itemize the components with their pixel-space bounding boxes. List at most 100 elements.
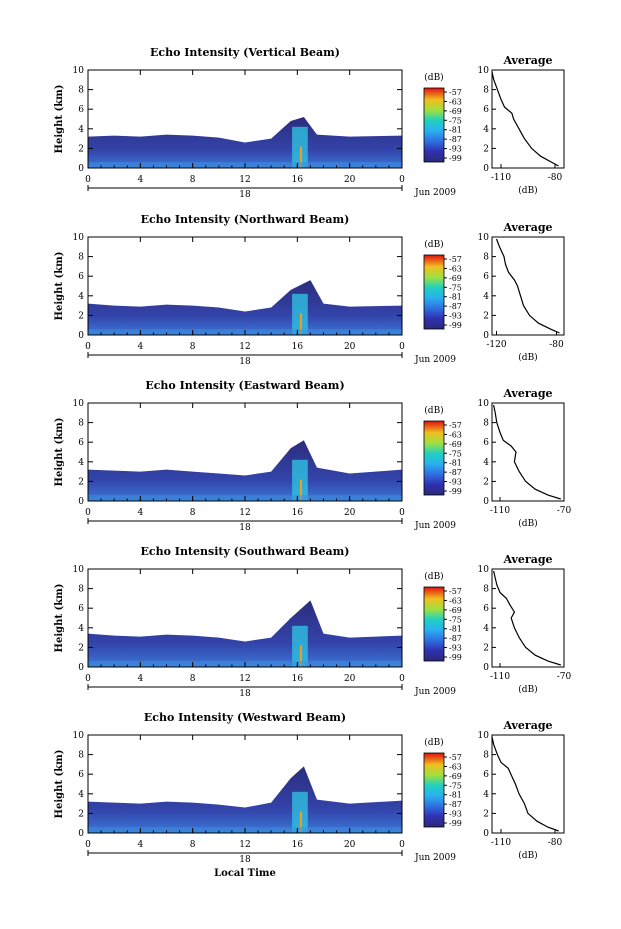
y-tick-label: 8 (78, 751, 84, 761)
colorbar-tick-label: -87 (449, 468, 462, 477)
date-label: Jun 2009 (414, 853, 456, 863)
colorbar (423, 87, 445, 163)
y-tick-label: 6 (78, 770, 84, 780)
x-tick-label: 0 (399, 175, 405, 185)
average-y-tick-label: 8 (483, 751, 489, 761)
y-tick-label: 10 (73, 233, 85, 243)
colorbar-tick-label: -63 (449, 264, 462, 273)
average-y-tick-label: 4 (483, 125, 489, 135)
average-title: Average (502, 221, 552, 234)
x-tick-label: 4 (137, 674, 143, 684)
y-tick-label: 6 (78, 105, 84, 115)
average-y-tick-label: 0 (483, 331, 489, 341)
x-tick-label: 20 (344, 674, 356, 684)
colorbar-tick-label: -69 (449, 440, 462, 449)
colorbar-tick-label: -63 (449, 97, 462, 106)
date-label: Jun 2009 (414, 687, 456, 697)
y-tick-label: 0 (78, 331, 84, 341)
x-tick-label: 4 (137, 175, 143, 185)
average-y-tick-label: 6 (483, 770, 489, 780)
average-frame (491, 568, 565, 668)
x-tick-label: 20 (344, 175, 356, 185)
x-tick-label: 8 (190, 840, 196, 850)
y-tick-label: 10 (73, 565, 85, 575)
x-tick-label: 20 (344, 342, 356, 352)
chart-panel-1: Echo Intensity (Northward Beam)0 4 8 12 16 20… (54, 213, 565, 367)
x-tick-label: 0 (85, 840, 91, 850)
y-tick-label: 8 (78, 86, 84, 96)
average-y-tick-label: 4 (483, 292, 489, 302)
average-y-tick-label: 0 (483, 497, 489, 507)
y-tick-label: 2 (78, 311, 84, 321)
average-y-tick-label: 2 (483, 311, 489, 321)
average-x-tick-label: -120 (486, 340, 506, 350)
average-y-tick-label: 2 (483, 477, 489, 487)
colorbar-tick-label: -75 (449, 449, 462, 458)
y-tick-label: 0 (78, 829, 84, 839)
colorbar-unit: (dB) (424, 72, 443, 83)
chart-title: Echo Intensity (Westward Beam) (144, 711, 346, 724)
date-day-label: 18 (239, 190, 251, 200)
colorbar-unit: (dB) (424, 571, 443, 582)
convective-core-peak (299, 479, 302, 501)
date-day-label: 18 (239, 855, 251, 865)
chart-panel-2: Echo Intensity (Eastward Beam)0 4 8 12 16 20 0… (54, 379, 572, 533)
chart-title: Echo Intensity (Northward Beam) (141, 213, 350, 226)
colorbar-tick-label: -93 (449, 312, 462, 321)
colorbar-tick-label: -63 (449, 762, 462, 771)
x-tick-label: 12 (239, 840, 250, 850)
x-tick-label: 8 (190, 175, 196, 185)
colorbar-tick-label: -75 (449, 781, 462, 790)
chart-title: Echo Intensity (Eastward Beam) (145, 379, 344, 392)
average-y-tick-label: 0 (483, 829, 489, 839)
colorbar-tick-label: -93 (449, 145, 462, 154)
average-y-tick-label: 10 (478, 399, 490, 409)
average-y-tick-label: 4 (483, 624, 489, 634)
y-tick-label: 4 (78, 790, 84, 800)
x-tick-label: 0 (399, 508, 405, 518)
colorbar-tick-label: -93 (449, 478, 462, 487)
x-tick-label: 16 (292, 342, 304, 352)
average-y-tick-label: 2 (483, 809, 489, 819)
x-tick-label: 4 (137, 840, 143, 850)
y-tick-label: 2 (78, 809, 84, 819)
x-tick-label: 8 (190, 508, 196, 518)
average-y-tick-label: 2 (483, 144, 489, 154)
x-tick-label: 16 (292, 508, 304, 518)
convective-core-peak (299, 811, 302, 833)
average-profile-line (493, 404, 561, 500)
y-tick-label: 10 (73, 399, 85, 409)
average-x-tick-label: -80 (548, 173, 563, 183)
colorbar-tick-label: -99 (449, 321, 462, 330)
colorbar-tick-label: -99 (449, 487, 462, 496)
average-title: Average (502, 54, 552, 67)
chart-panel-3: Echo Intensity (Southward Beam)0 4 8 12 16 20… (54, 545, 572, 699)
average-x-label: (dB) (518, 185, 537, 196)
colorbar-tick-label: -87 (449, 135, 462, 144)
chart-title: Echo Intensity (Southward Beam) (141, 545, 350, 558)
colorbar-tick-label: -69 (449, 772, 462, 781)
average-x-label: (dB) (518, 850, 537, 861)
colorbar-tick-label: -99 (449, 653, 462, 662)
y-axis-label: Height (km) (54, 85, 65, 154)
x-tick-label: 0 (85, 674, 91, 684)
y-tick-label: 4 (78, 292, 84, 302)
average-y-tick-label: 6 (483, 272, 489, 282)
x-tick-label: 0 (85, 342, 91, 352)
average-x-tick-label: -80 (549, 340, 564, 350)
average-x-tick-label: -110 (491, 838, 511, 848)
y-tick-label: 4 (78, 458, 84, 468)
date-label: Jun 2009 (414, 188, 456, 198)
average-y-tick-label: 8 (483, 253, 489, 263)
x-tick-label: 8 (190, 342, 196, 352)
average-y-tick-label: 8 (483, 419, 489, 429)
average-y-tick-label: 6 (483, 105, 489, 115)
y-tick-label: 8 (78, 585, 84, 595)
average-frame (491, 236, 565, 336)
average-profile-line (491, 71, 559, 167)
x-tick-label: 4 (137, 342, 143, 352)
colorbar-tick-label: -81 (449, 293, 462, 302)
average-title: Average (502, 553, 552, 566)
x-tick-label: 0 (399, 674, 405, 684)
colorbar-tick-label: -57 (449, 421, 462, 430)
